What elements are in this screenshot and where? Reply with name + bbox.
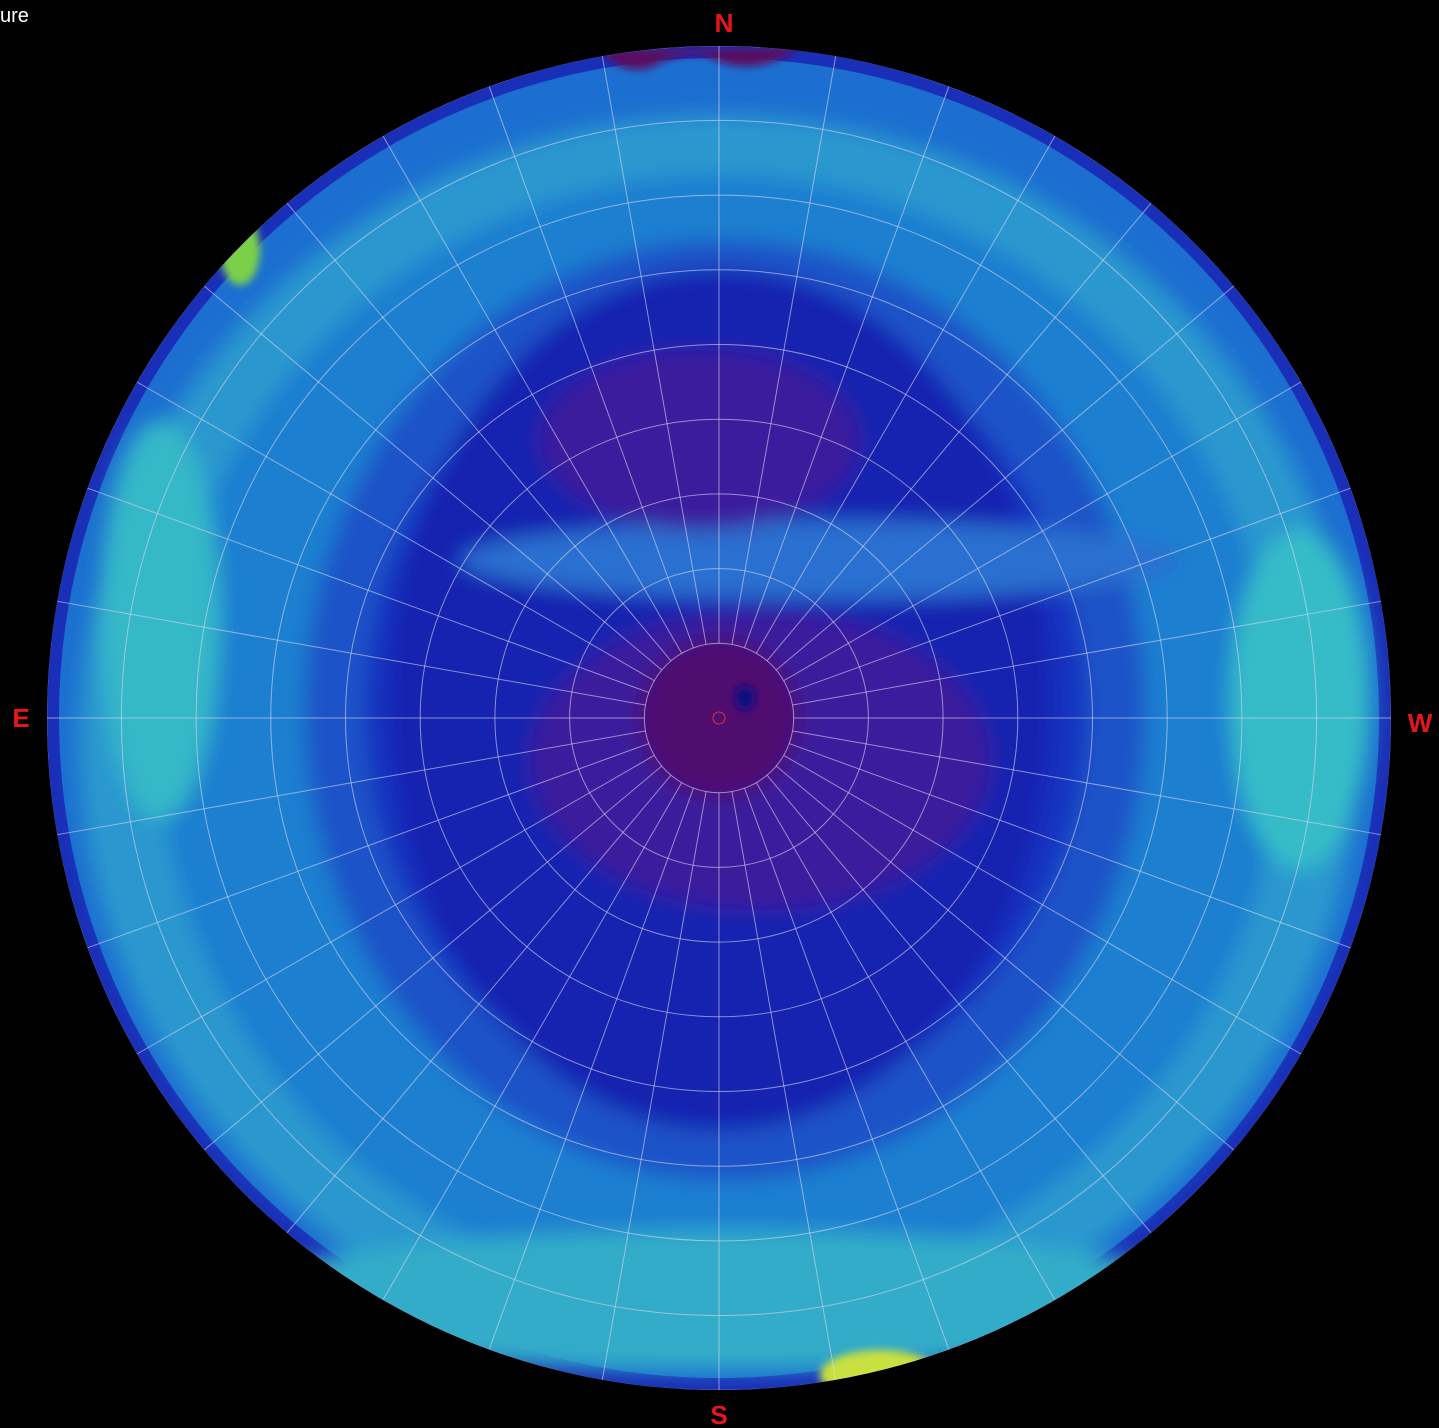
grid-spoke xyxy=(382,782,683,1301)
grid-spoke xyxy=(488,86,694,648)
grid-spoke xyxy=(789,743,1351,949)
grid-spoke xyxy=(488,788,694,1350)
grid-spoke xyxy=(382,135,683,654)
title-fragment: ure xyxy=(0,5,29,27)
grid-spoke xyxy=(731,56,837,645)
bright-patch xyxy=(100,420,220,820)
grid-spoke xyxy=(744,86,950,648)
grid-spoke xyxy=(57,600,646,706)
grid-spoke xyxy=(601,56,707,645)
grid-spoke xyxy=(87,743,649,949)
grid-spoke xyxy=(783,754,1302,1055)
grid-spoke xyxy=(203,285,663,671)
compass-north: N xyxy=(715,8,734,38)
grid-spoke xyxy=(731,791,837,1380)
grid-spoke xyxy=(57,730,646,836)
compass-south: S xyxy=(710,1400,727,1428)
zenith-zone xyxy=(639,638,799,798)
cloud-streak xyxy=(460,520,1180,600)
grid-spoke xyxy=(601,791,707,1380)
zenith-marker xyxy=(712,711,726,725)
grid-spoke xyxy=(136,754,655,1055)
grid-spoke xyxy=(755,135,1056,654)
grid-spoke xyxy=(766,774,1152,1234)
grid-spoke xyxy=(789,487,1351,693)
north-edge xyxy=(600,48,800,70)
compass-west: W xyxy=(1408,708,1433,738)
grid-spoke xyxy=(755,782,1056,1301)
grid-spoke xyxy=(744,788,950,1350)
grid-spoke xyxy=(203,765,663,1151)
bright-patch xyxy=(1230,530,1370,870)
purple-zone xyxy=(540,350,860,530)
grid-spoke xyxy=(775,765,1235,1151)
grid-spoke xyxy=(783,381,1302,682)
dark-spot xyxy=(735,686,755,710)
grid xyxy=(47,46,1391,1390)
grid-spoke xyxy=(775,285,1235,671)
compass-east: E xyxy=(12,703,29,733)
grid-spoke xyxy=(136,381,655,682)
grid-spoke xyxy=(766,202,1152,662)
grid-spoke xyxy=(792,600,1381,706)
grid-spoke xyxy=(286,774,672,1234)
contour-map xyxy=(47,46,1391,1390)
grid-spoke xyxy=(87,487,649,693)
grid-spoke xyxy=(286,202,672,662)
grid-spoke xyxy=(792,730,1381,836)
